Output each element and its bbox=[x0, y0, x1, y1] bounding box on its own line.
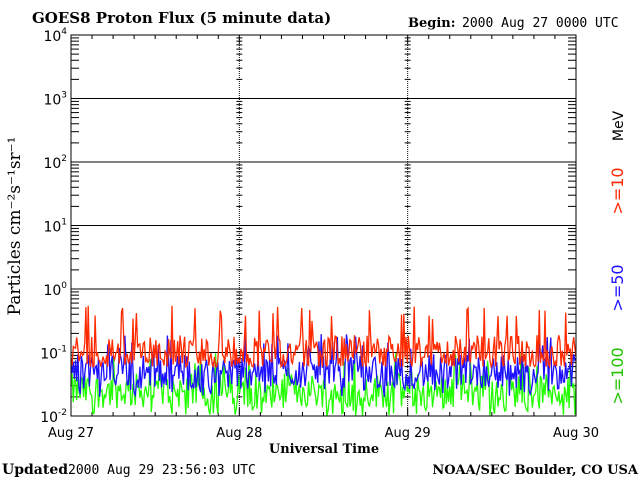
legend-unit: MeV bbox=[611, 110, 627, 141]
updated-value: 2000 Aug 29 23:56:03 UTC bbox=[68, 463, 256, 478]
x-tick-label: Aug 28 bbox=[216, 426, 262, 441]
y-tick-label: 103 bbox=[43, 91, 67, 109]
x-tick-label: Aug 27 bbox=[48, 426, 94, 441]
begin-value: 2000 Aug 27 0000 UTC bbox=[462, 16, 619, 31]
legend-series-100: >=100 bbox=[608, 347, 627, 404]
y-tick-label: 104 bbox=[43, 27, 67, 45]
x-axis-label: Universal Time bbox=[269, 442, 379, 457]
x-tick-labels: Aug 27 Aug 28 Aug 29 Aug 30 bbox=[48, 426, 599, 441]
legend-series-50: >=50 bbox=[608, 264, 627, 311]
y-tick-label: 102 bbox=[43, 154, 67, 172]
y-tick-label: 101 bbox=[43, 218, 67, 236]
y-tick-label: 10-2 bbox=[40, 408, 67, 426]
chart-title: GOES8 Proton Flux (5 minute data) bbox=[32, 9, 331, 27]
y-tick-label: 10-1 bbox=[40, 345, 67, 363]
legend-series-10: >=10 bbox=[608, 167, 627, 214]
credit-text: NOAA/SEC Boulder, CO USA bbox=[432, 463, 639, 478]
series-layer bbox=[70, 305, 577, 417]
plot-frame bbox=[70, 34, 577, 417]
series-line-ge10 bbox=[70, 305, 577, 369]
begin-label: Begin: bbox=[408, 16, 456, 31]
y-axis-label: Particles cm⁻²s⁻¹sr⁻¹ bbox=[5, 137, 25, 316]
grid-layer bbox=[70, 35, 577, 417]
updated-label: Updated bbox=[2, 462, 68, 478]
y-tick-label: 100 bbox=[43, 281, 67, 299]
x-tick-label: Aug 29 bbox=[385, 426, 431, 441]
x-tick-label: Aug 30 bbox=[553, 426, 599, 441]
y-tick-labels: 10-2 10-1 100 101 102 103 104 bbox=[40, 27, 67, 426]
